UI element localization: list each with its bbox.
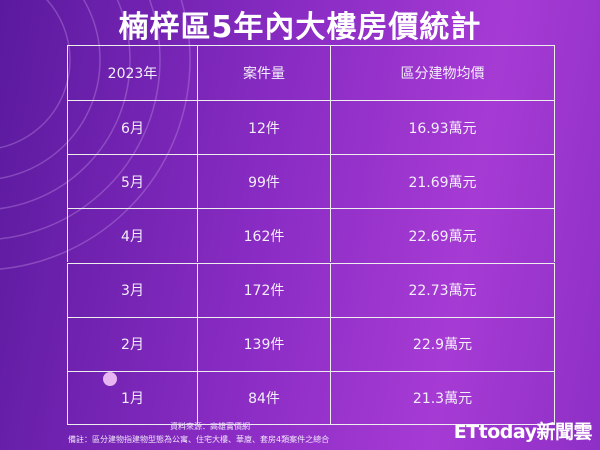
table-cell: 5月	[67, 154, 197, 209]
table-cell: 139件	[197, 316, 330, 371]
note: 備註：區分建物指建物型態為公寓、住宅大樓、華廈、套房4類案件之總合	[68, 435, 330, 444]
table-cell: 2023年	[67, 45, 197, 100]
table-cell: 162件	[197, 208, 330, 263]
logo: ETtoday新聞雲	[453, 421, 593, 443]
title: 楠梓區5年內大樓房價統計	[118, 10, 482, 45]
table-cell: 1月	[67, 370, 197, 425]
table-cell: 4月	[67, 208, 197, 263]
table-cell: 12件	[197, 100, 330, 155]
table-cell: 3月	[67, 262, 197, 317]
table-cell: 22.9萬元	[330, 316, 555, 371]
table-cell: 22.69萬元	[330, 208, 555, 263]
table-cell: 2月	[67, 316, 197, 371]
table-cell: 16.93萬元	[330, 100, 555, 155]
table-cell: 6月	[67, 100, 197, 155]
table-cell: 21.3萬元	[330, 370, 555, 425]
table-cell: 21.69萬元	[330, 154, 555, 209]
table-cell: 84件	[197, 370, 330, 425]
table-cell: 區分建物均價	[330, 45, 555, 100]
table-cell: 22.73萬元	[330, 262, 555, 317]
table-cell: 案件量	[197, 45, 330, 100]
source: 資料來源：高雄實價網	[170, 422, 250, 431]
table-cell: 99件	[197, 154, 330, 209]
table-cell: 172件	[197, 262, 330, 317]
